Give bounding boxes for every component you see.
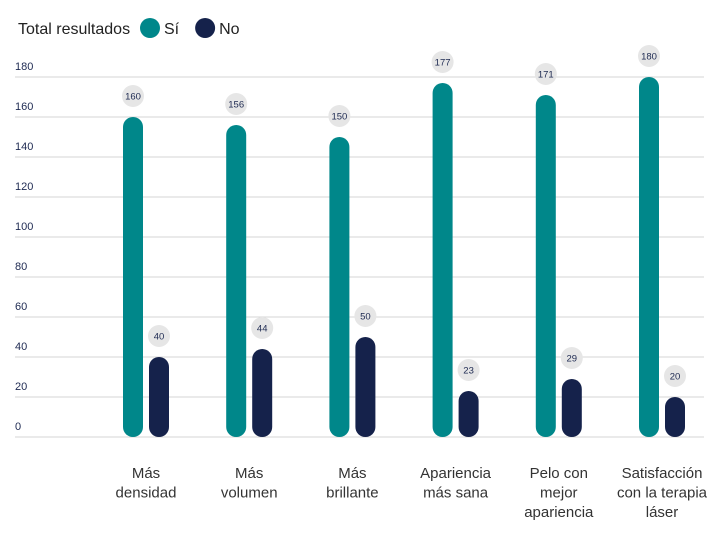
x-tick-label: Más (235, 465, 263, 482)
bar (329, 137, 350, 437)
x-tick-label: láser (646, 504, 679, 521)
data-label-bg (664, 365, 686, 387)
bar (535, 95, 556, 437)
bar (355, 337, 376, 437)
data-label-bg (251, 317, 274, 339)
bar (252, 349, 273, 437)
legend-label-1: No (219, 21, 240, 38)
bar (123, 117, 143, 437)
data-label: 29 (567, 354, 578, 365)
legend-title: Total resultados (18, 21, 130, 38)
data-label: 180 (641, 52, 657, 63)
bar (665, 397, 685, 437)
x-tick-label: Apariencia (420, 465, 492, 482)
x-tick-label: con la terapia (617, 485, 708, 502)
bar (149, 357, 169, 437)
data-label-bg (122, 85, 144, 107)
x-tick-label: brillante (326, 485, 379, 502)
x-tick-label: más sana (423, 485, 489, 502)
data-label: 40 (154, 332, 165, 343)
data-label: 171 (538, 70, 554, 81)
x-tick-label: apariencia (524, 504, 594, 521)
bar (561, 379, 582, 437)
y-tick-label: 80 (15, 261, 27, 273)
legend-label-0: Sí (164, 21, 180, 38)
y-tick-label: 60 (15, 301, 27, 313)
x-tick-label: Más (132, 465, 160, 482)
data-label: 50 (360, 312, 371, 323)
data-label-bg (638, 45, 660, 67)
data-label-bg (328, 105, 351, 127)
x-tick-label: mejor (540, 485, 578, 502)
x-tick-label: Satisfacción (622, 465, 703, 482)
x-tick-label: Más (338, 465, 366, 482)
x-tick-label: Pelo con (530, 465, 588, 482)
y-tick-label: 100 (15, 221, 33, 233)
bar (639, 77, 659, 437)
y-tick-label: 40 (15, 341, 27, 353)
data-label-bg (148, 325, 170, 347)
x-tick-label: volumen (221, 485, 278, 502)
data-label-bg (560, 347, 583, 369)
data-label: 23 (463, 366, 474, 377)
y-tick-label: 180 (15, 61, 33, 73)
data-label-bg (354, 305, 377, 327)
bar (432, 83, 453, 437)
data-label-bg (225, 93, 248, 115)
y-tick-label: 120 (15, 181, 33, 193)
data-label-bg (534, 63, 557, 85)
y-tick-label: 20 (15, 381, 27, 393)
y-tick-label: 0 (15, 421, 21, 433)
data-label: 177 (435, 58, 451, 69)
data-label: 160 (125, 92, 141, 103)
y-tick-label: 140 (15, 141, 33, 153)
data-label-bg (431, 51, 454, 73)
legend-swatch-0 (140, 18, 160, 38)
bar (226, 125, 247, 437)
x-tick-label: densidad (116, 485, 177, 502)
data-label-bg (457, 359, 480, 381)
data-label: 44 (257, 324, 268, 335)
y-tick-label: 160 (15, 101, 33, 113)
bar (458, 391, 479, 437)
legend-swatch-1 (195, 18, 216, 38)
data-label: 156 (228, 100, 244, 111)
data-label: 20 (670, 372, 681, 383)
data-label: 150 (331, 112, 347, 123)
